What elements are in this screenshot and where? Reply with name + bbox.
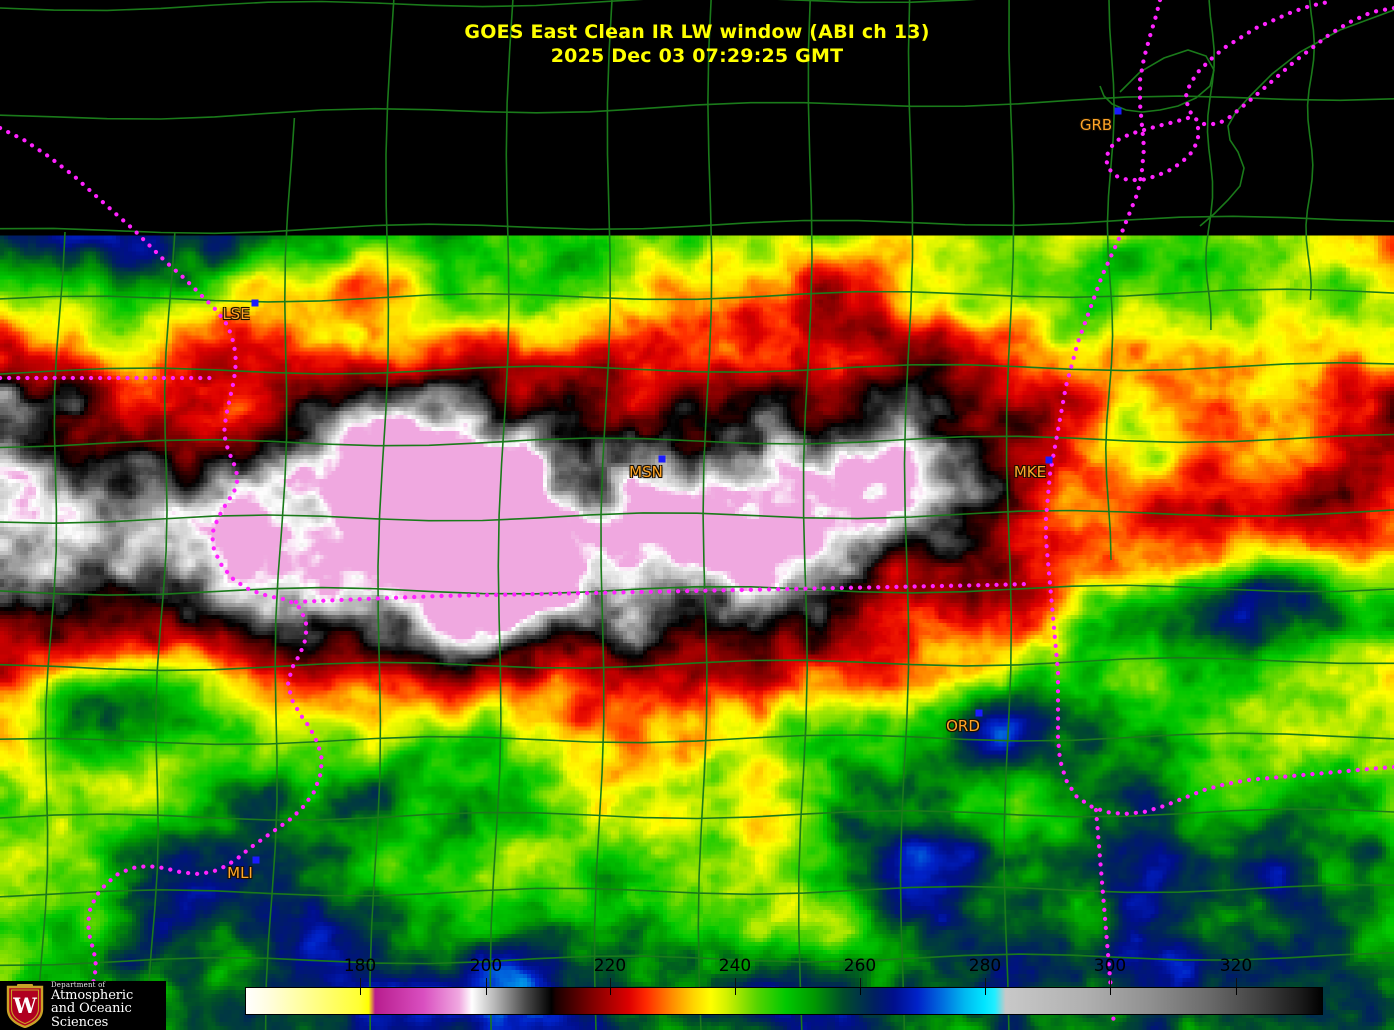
county-line-vertical: [797, 0, 813, 1030]
city-label-grb: GRB: [1079, 116, 1113, 134]
colorbar-tick: [360, 978, 361, 987]
county-line-horizontal: [0, 0, 977, 12]
county-line-vertical: [1205, 0, 1215, 330]
colorbar-tick: [985, 978, 986, 987]
county-line-horizontal: [0, 509, 1394, 525]
svg-text:W: W: [12, 993, 37, 1018]
uw-logo-text: Department of Atmospheric and Oceanic Sc…: [51, 981, 166, 1030]
county-line-horizontal: [0, 288, 1394, 303]
colorbar-tick-label: 200: [469, 956, 503, 976]
city-dot-lse: [251, 299, 259, 307]
uw-dept-line1: Atmospheric: [51, 988, 134, 1004]
state-border-mississippi: [0, 125, 325, 1025]
county-line-horizontal: [0, 951, 1394, 967]
county-line-horizontal: [0, 732, 1394, 746]
colorbar-tick: [1110, 978, 1111, 987]
colorbar-tick-label: 240: [718, 956, 752, 976]
county-line-vertical: [593, 0, 613, 1030]
colorbar-tick-inner: [735, 987, 736, 995]
uw-dept-prefix: Department of: [51, 981, 106, 990]
county-line-vertical: [369, 0, 395, 1030]
colorbar-tick-label: 280: [968, 956, 1002, 976]
county-line-horizontal: [0, 215, 1394, 235]
uw-aos-logo: W Department of Atmospheric and Oceanic …: [0, 981, 166, 1030]
shoreline-door-peninsula: [1183, 0, 1394, 127]
colorbar-tick-inner: [985, 987, 986, 995]
county-line-horizontal: [0, 584, 1394, 596]
colorbar-tick: [486, 978, 487, 987]
county-line-horizontal: [0, 361, 1394, 375]
county-line-horizontal: [0, 95, 1394, 120]
city-label-mli: MLI: [227, 864, 253, 882]
city-dot-mke: [1045, 456, 1053, 464]
colorbar-gradient: [245, 987, 1323, 1015]
colorbar-tick: [860, 978, 861, 987]
colorbar-tick-label: 180: [343, 956, 377, 976]
county-line-vertical: [1305, 0, 1316, 301]
city-dot-grb: [1114, 107, 1122, 115]
county-line-vertical: [264, 117, 296, 1030]
county-line-vertical: [1104, 0, 1116, 561]
colorbar-tick-label: 320: [1219, 956, 1253, 976]
county-line-vertical: [899, 0, 914, 1030]
county-line-vertical: [146, 231, 176, 1030]
colorbar-tick-label: 300: [1093, 956, 1127, 976]
county-line-vertical: [1003, 0, 1015, 1030]
colorbar-tick: [735, 978, 736, 987]
colorbar-tick-inner: [610, 987, 611, 995]
colorbar-tick-label: 260: [843, 956, 877, 976]
county-line-vertical: [489, 0, 514, 1030]
city-dot-ord: [975, 709, 983, 717]
city-label-msn: MSN: [629, 463, 663, 481]
colorbar-tick-inner: [1110, 987, 1111, 995]
colorbar-tick-inner: [360, 987, 361, 995]
county-line-horizontal: [0, 656, 1394, 672]
county-line-horizontal: [0, 433, 1394, 449]
city-label-mke: MKE: [1013, 463, 1047, 481]
shoreline-green-bay: [1103, 115, 1201, 183]
shoreline-green: [1199, 9, 1394, 227]
county-line-vertical: [697, 0, 713, 1030]
colorbar-tick-label: 220: [593, 956, 627, 976]
county-line-horizontal: [0, 808, 1394, 821]
county-line-horizontal: [0, 883, 1394, 898]
city-dot-mli: [252, 856, 260, 864]
colorbar[interactable]: 180 200 220 240 260 280 300 320: [245, 956, 1323, 1015]
colorbar-tick-inner: [860, 987, 861, 995]
colorbar-tick: [610, 978, 611, 987]
county-line-vertical: [36, 231, 66, 1030]
shoreline-lake-michigan: [1043, 0, 1394, 817]
city-label-ord: ORD: [946, 717, 980, 735]
state-border-wi-il: [293, 581, 1033, 605]
city-label-lse: LSE: [222, 305, 250, 323]
colorbar-tick: [1236, 978, 1237, 987]
colorbar-tick-inner: [1236, 987, 1237, 995]
colorbar-tick-inner: [486, 987, 487, 995]
uw-crest-icon: W: [5, 983, 45, 1029]
city-dot-msn: [658, 455, 666, 463]
bay-outline-green: [1099, 49, 1215, 113]
uw-dept-line2: and Oceanic Sciences: [51, 1001, 132, 1030]
